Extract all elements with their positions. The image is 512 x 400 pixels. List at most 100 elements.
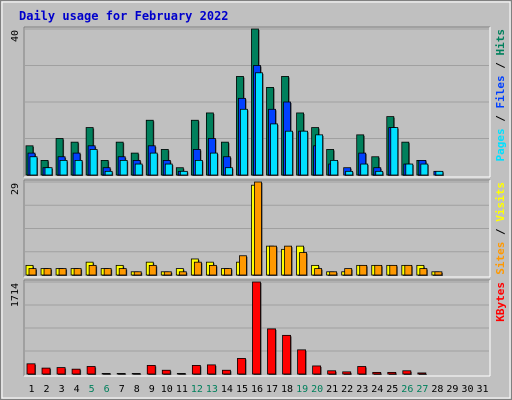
bar-sites-day-23 bbox=[359, 264, 368, 276]
bar-kbytes-day-6-shadow bbox=[103, 374, 112, 375]
bar-kbytes-day-2 bbox=[41, 367, 51, 375]
bar-pages-day-5 bbox=[89, 149, 98, 176]
x-tick-label-3: 3 bbox=[59, 384, 65, 395]
bar-sites-day-17 bbox=[269, 245, 277, 276]
bar-sites-day-13 bbox=[208, 264, 217, 276]
bar-kbytes-day-8-shadow bbox=[133, 374, 142, 375]
x-tick-label-22: 22 bbox=[341, 384, 353, 395]
y-max-label-hits-files-pages: 40 bbox=[10, 30, 21, 42]
x-tick-label-29: 29 bbox=[446, 384, 458, 395]
x-tick-label-18: 18 bbox=[281, 384, 293, 395]
legend-entry: Visits bbox=[494, 182, 507, 222]
bar-kbytes-day-1 bbox=[26, 363, 36, 375]
x-tick-label-13: 13 bbox=[206, 384, 218, 395]
bar-pages-day-11 bbox=[179, 170, 188, 176]
bar-kbytes-day-7-shadow bbox=[118, 374, 127, 375]
bar-pages-day-18 bbox=[285, 130, 293, 176]
bar-pages-day-2 bbox=[44, 167, 53, 176]
legend-entry: Sites bbox=[494, 242, 507, 275]
bar-kbytes-day-19 bbox=[297, 349, 306, 375]
bar-pages-day-10 bbox=[164, 163, 173, 176]
bar-sites-day-2 bbox=[43, 268, 52, 276]
x-tick-label-17: 17 bbox=[266, 384, 278, 395]
bar-sites-day-11 bbox=[178, 271, 187, 276]
bar-pages-day-14 bbox=[225, 167, 233, 176]
x-tick-label-21: 21 bbox=[326, 384, 338, 395]
bar-kbytes-day-24 bbox=[372, 371, 382, 375]
bar-kbytes-day-27 bbox=[417, 372, 427, 375]
legend-entry: / bbox=[494, 222, 507, 242]
bar-kbytes-day-8 bbox=[131, 373, 141, 375]
bar-sites-day-20 bbox=[314, 268, 323, 276]
bar-kbytes-day-5 bbox=[86, 366, 96, 375]
x-tick-label-12: 12 bbox=[191, 384, 203, 395]
bar-kbytes-day-25 bbox=[387, 371, 397, 375]
legend-hits-files-pages: Pages / Files / Hits bbox=[494, 29, 507, 162]
bar-kbytes-day-6 bbox=[101, 373, 111, 375]
bar-kbytes-day-15 bbox=[237, 358, 246, 375]
x-tick-label-10: 10 bbox=[161, 384, 173, 395]
bar-kbytes-day-21 bbox=[327, 370, 337, 375]
bar-sites-day-1 bbox=[28, 268, 37, 276]
x-tick-label-9: 9 bbox=[149, 384, 155, 395]
bar-pages-day-12 bbox=[194, 159, 203, 176]
bar-kbytes-day-7 bbox=[116, 373, 126, 375]
bar-sites-day-22 bbox=[344, 268, 353, 276]
bar-sites-day-5 bbox=[88, 264, 97, 276]
bar-kbytes-day-4 bbox=[71, 368, 81, 375]
bar-sites-day-19 bbox=[299, 252, 307, 276]
legend-entry: / bbox=[494, 109, 507, 129]
bar-sites-day-6 bbox=[103, 268, 112, 276]
bar-sites-day-7 bbox=[118, 268, 127, 276]
x-tick-label-7: 7 bbox=[119, 384, 125, 395]
bar-kbytes-day-26 bbox=[402, 370, 412, 375]
legend-kbytes: KBytes bbox=[494, 282, 507, 322]
bar-pages-day-25 bbox=[390, 127, 399, 176]
x-tick-label-20: 20 bbox=[311, 384, 323, 395]
bar-sites-day-16 bbox=[254, 181, 262, 276]
bar-sites-day-24 bbox=[374, 264, 383, 276]
x-tick-label-1: 1 bbox=[29, 384, 35, 395]
bar-pages-day-1 bbox=[29, 156, 38, 176]
bar-pages-day-8 bbox=[134, 163, 143, 176]
bar-kbytes-day-11-shadow bbox=[178, 374, 187, 375]
bar-pages-day-3 bbox=[59, 159, 68, 176]
chart-title: Daily usage for February 2022 bbox=[19, 9, 229, 23]
bar-pages-day-27 bbox=[420, 163, 429, 176]
bar-pages-day-28 bbox=[435, 170, 444, 176]
bar-pages-day-13 bbox=[209, 152, 218, 176]
bar-kbytes-day-13 bbox=[206, 364, 216, 375]
bar-pages-day-15 bbox=[240, 108, 248, 176]
x-tick-label-11: 11 bbox=[176, 384, 188, 395]
bar-kbytes-day-9 bbox=[146, 365, 156, 375]
x-tick-label-27: 27 bbox=[416, 384, 428, 395]
bar-pages-day-24 bbox=[375, 170, 384, 176]
x-tick-label-14: 14 bbox=[221, 384, 233, 395]
bar-kbytes-day-14 bbox=[222, 369, 231, 375]
bar-pages-day-4 bbox=[74, 159, 83, 176]
x-tick-label-31: 31 bbox=[476, 384, 488, 395]
bar-pages-day-26 bbox=[405, 163, 414, 176]
x-tick-label-8: 8 bbox=[134, 384, 140, 395]
x-tick-label-26: 26 bbox=[401, 384, 413, 395]
x-tick-label-6: 6 bbox=[104, 384, 110, 395]
legend-entry: Pages bbox=[494, 128, 507, 161]
bar-sites-day-10 bbox=[163, 271, 172, 276]
bar-pages-day-22 bbox=[345, 170, 354, 176]
bar-sites-day-27 bbox=[419, 268, 428, 276]
bar-pages-day-23 bbox=[360, 163, 369, 176]
bar-pages-day-19 bbox=[300, 130, 308, 176]
x-tick-label-2: 2 bbox=[44, 384, 50, 395]
bar-sites-day-26 bbox=[404, 264, 413, 276]
x-tick-label-24: 24 bbox=[371, 384, 383, 395]
bar-kbytes-day-12 bbox=[191, 365, 201, 375]
legend-entry: Hits bbox=[494, 29, 507, 56]
bar-sites-day-3 bbox=[58, 268, 67, 276]
bar-kbytes-day-18 bbox=[282, 334, 291, 375]
bar-sites-day-8 bbox=[133, 271, 142, 276]
bar-pages-day-17 bbox=[270, 123, 278, 176]
y-max-label-visits-sites: 29 bbox=[10, 183, 21, 195]
bar-pages-day-20 bbox=[315, 134, 324, 176]
bar-kbytes-day-20 bbox=[312, 365, 322, 375]
